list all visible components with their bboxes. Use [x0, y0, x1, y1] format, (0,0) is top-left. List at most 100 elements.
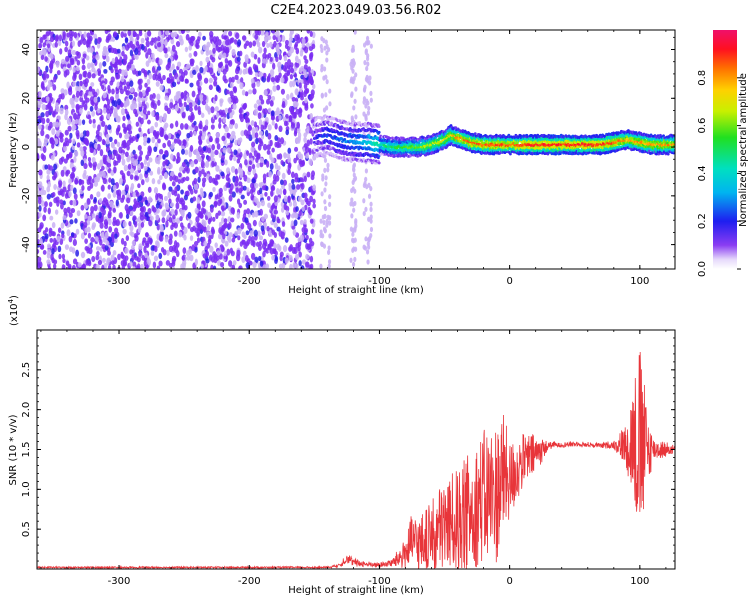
spectrum-noise-dot — [90, 147, 94, 154]
spectrum-noise-dot — [66, 206, 71, 214]
spectrum-noise-dot — [274, 135, 279, 142]
spectrum-noise-dot — [144, 32, 148, 39]
spectrum-noise-dot — [248, 68, 252, 75]
spectrum-noise-dot — [175, 94, 180, 100]
spectrum-noise-dot — [55, 60, 60, 68]
spectrum-signal-dot — [454, 126, 458, 130]
spectrum-noise-dot — [65, 260, 70, 267]
spectrum-noise-dot — [96, 37, 102, 45]
spectrum-noise-dot — [48, 230, 53, 237]
spectrum-sparse-dot — [321, 173, 325, 179]
spectrum-noise-dot — [67, 265, 72, 269]
spectrum-noise-dot — [242, 250, 247, 257]
spectrum-noise-dot — [177, 178, 181, 185]
spectrum-sparse-dot — [352, 162, 357, 168]
spectrum-noise-dot — [129, 224, 134, 232]
spectrum-sparse-dot — [325, 79, 329, 85]
spectrum-noise-dot — [234, 168, 238, 175]
spectrum-noise-dot — [225, 65, 229, 73]
spectrum-noise-dot — [42, 146, 47, 154]
spectrum-noise-dot — [199, 120, 203, 128]
spectrum-noise-dot — [198, 31, 202, 37]
spectrum-noise-dot — [175, 242, 180, 248]
spectrum-noise-dot — [212, 216, 216, 222]
spectrum-noise-dot — [223, 35, 228, 40]
spectrum-noise-dot — [74, 150, 79, 157]
spectrum-noise-dot — [136, 33, 140, 41]
spectrum-noise-dot — [110, 105, 114, 111]
spectrum-noise-dot — [290, 220, 295, 227]
spectrum-sparse-dot — [350, 197, 354, 203]
spectrum-signal-dot — [323, 122, 326, 126]
spectrum-noise-dot — [305, 128, 310, 135]
spectrum-noise-dot — [83, 169, 87, 176]
spectrum-noise-dot — [115, 199, 119, 207]
spectrum-noise-dot — [208, 77, 213, 84]
spectrum-noise-dot — [222, 117, 227, 123]
spectrum-noise-dot — [246, 187, 250, 193]
spectrum-noise-dot — [303, 136, 307, 143]
spectrum-noise-dot — [99, 159, 104, 166]
spectrum-noise-dot — [72, 199, 77, 207]
spectrum-noise-dot — [183, 101, 187, 108]
spectrum-noise-dot — [222, 30, 227, 37]
spectrum-noise-dot — [153, 255, 159, 262]
spectrum-noise-dot — [83, 162, 88, 170]
spectrum-noise-dot — [60, 222, 65, 229]
spectrum-noise-dot — [205, 119, 209, 126]
spectrum-noise-dot — [250, 146, 255, 153]
spectrum-noise-dot — [295, 47, 300, 55]
spectrum-noise-dot — [283, 188, 287, 196]
spectrum-noise-dot — [37, 111, 40, 117]
spectrum-noise-dot — [101, 200, 106, 207]
spectrum-noise-dot — [309, 255, 314, 263]
spectrum-noise-dot — [294, 146, 299, 152]
spectrum-noise-dot — [151, 136, 156, 144]
spectrum-noise-dot — [137, 70, 142, 76]
spectrum-noise-dot — [48, 81, 53, 88]
spectrum-noise-dot — [71, 40, 75, 47]
spectrum-noise-dot — [145, 89, 149, 94]
spectrum-noise-dot — [146, 30, 152, 37]
spectrum-noise-dot — [270, 190, 274, 197]
spectrum-noise-dot — [267, 107, 272, 113]
spectrum-noise-dot — [138, 173, 143, 181]
spectrum-sparse-dot — [325, 222, 329, 228]
spectrum-noise-dot — [180, 92, 184, 100]
spectrum-sparse-dot — [320, 241, 325, 248]
spectrum-sparse-dot — [362, 210, 366, 217]
spectrum-noise-dot — [99, 116, 103, 122]
spectrum-noise-dot — [257, 143, 262, 151]
spectrum-noise-dot — [229, 183, 234, 191]
spectrum-noise-dot — [62, 180, 66, 187]
spectrum-noise-dot — [96, 143, 101, 152]
spectrum-noise-dot — [132, 191, 137, 198]
spectrum-noise-dot — [168, 216, 173, 223]
spectrum-noise-dot — [191, 90, 196, 98]
spectrum-noise-dot — [217, 66, 221, 74]
spectrum-noise-dot — [151, 66, 156, 74]
spectrum-noise-dot — [73, 112, 78, 120]
spectrum-noise-dot — [190, 111, 194, 117]
spectrum-noise-dot — [289, 30, 295, 35]
spectrum-noise-dot — [296, 127, 301, 134]
spectrum-noise-dot — [107, 212, 112, 219]
spectrum-sparse-dot — [367, 193, 372, 199]
spectrum-noise-dot — [237, 235, 241, 241]
spectrum-noise-dot — [174, 186, 178, 193]
spectrum-noise-dot — [91, 67, 96, 73]
spectrum-noise-dot — [158, 234, 163, 242]
spectrum-noise-dot — [129, 186, 134, 194]
spectrum-noise-dot — [298, 195, 302, 202]
spectrum-noise-dot — [240, 130, 245, 137]
spectrum-noise-dot — [258, 240, 262, 247]
spectrum-noise-dot — [223, 78, 228, 84]
spectrum-noise-dot — [303, 238, 308, 244]
spectrum-noise-dot — [110, 47, 115, 54]
spectrum-noise-dot — [92, 164, 97, 171]
spectrum-noise-dot — [137, 96, 141, 103]
spectrum-noise-dot — [290, 171, 295, 179]
spectrum-noise-dot — [158, 260, 163, 267]
spectrum-noise-dot — [146, 161, 151, 167]
spectrum-noise-dot — [44, 233, 49, 240]
